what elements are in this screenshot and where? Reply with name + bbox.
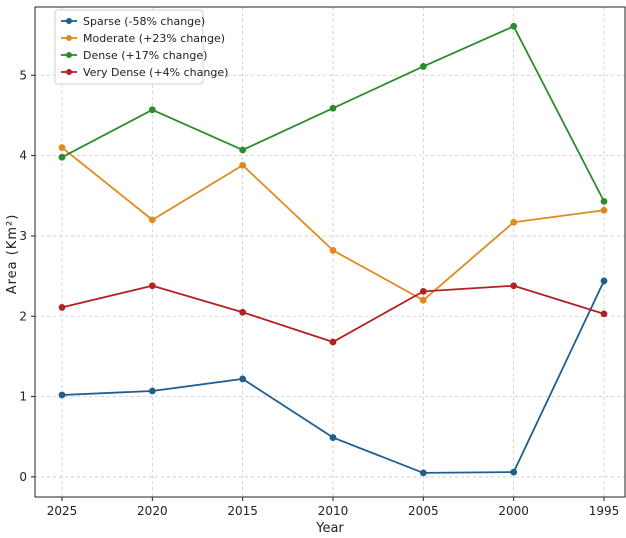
data-point: [58, 391, 66, 399]
data-point: [329, 104, 337, 112]
legend-swatch-marker: [66, 35, 72, 41]
x-tick-label: 2005: [408, 504, 439, 518]
legend: Sparse (-58% change) Moderate (+23% chang…: [54, 9, 228, 85]
x-tick-label: 2025: [47, 504, 78, 518]
legend-swatch-marker: [66, 69, 72, 75]
y-tick-label: 2: [19, 309, 27, 323]
data-point: [600, 310, 608, 318]
data-point: [510, 22, 518, 30]
data-point: [419, 63, 427, 70]
data-point: [329, 434, 337, 441]
data-point: [510, 282, 518, 290]
data-point: [239, 146, 247, 154]
data-point: [510, 218, 518, 226]
y-axis-label: Area (Km²): [5, 214, 20, 295]
x-axis-label: Year: [315, 521, 344, 536]
series-lines: [58, 22, 608, 477]
data-point: [148, 216, 156, 224]
data-point: [510, 468, 518, 476]
data-point: [419, 287, 427, 295]
data-point: [58, 144, 66, 151]
y-tick-label: 0: [19, 470, 27, 484]
legend-entry-label: Very Dense (+4% change): [83, 66, 228, 79]
legend-swatch-marker: [66, 18, 72, 24]
data-point: [58, 153, 66, 161]
x-tick-label: 1995: [589, 504, 620, 518]
data-point: [239, 308, 247, 316]
legend-box: [54, 9, 204, 85]
data-point: [600, 277, 608, 285]
x-tick-label: 2015: [227, 504, 258, 518]
x-tick-label: 2010: [318, 504, 349, 518]
axes: 2025 2020 2015 2010 2005 2000 1995 0 1 2 3 4 5: [19, 6, 626, 518]
y-tick-label: 4: [19, 149, 27, 163]
data-point: [329, 246, 337, 254]
plot-frame: [34, 6, 626, 498]
x-tick-label: 2020: [137, 504, 168, 518]
data-point: [239, 375, 247, 383]
data-point: [419, 469, 427, 477]
data-point: [148, 387, 156, 395]
data-point: [419, 296, 427, 304]
y-tick-label: 5: [19, 68, 27, 82]
legend-swatch-marker: [66, 52, 72, 58]
data-point: [148, 106, 156, 114]
legend-entry-label: Dense (+17% change): [83, 49, 207, 62]
legend-entry-label: Moderate (+23% change): [83, 32, 225, 45]
y-tick-label: 1: [19, 390, 27, 404]
data-point: [239, 161, 247, 169]
y-tick-label: 3: [19, 229, 27, 243]
data-point: [148, 282, 156, 290]
data-point: [600, 206, 608, 214]
data-point: [600, 197, 608, 205]
legend-entry-label: Sparse (-58% change): [83, 15, 205, 28]
data-point: [329, 338, 337, 346]
grid: [35, 7, 625, 497]
data-point: [58, 304, 66, 311]
x-tick-label: 2000: [498, 504, 529, 518]
